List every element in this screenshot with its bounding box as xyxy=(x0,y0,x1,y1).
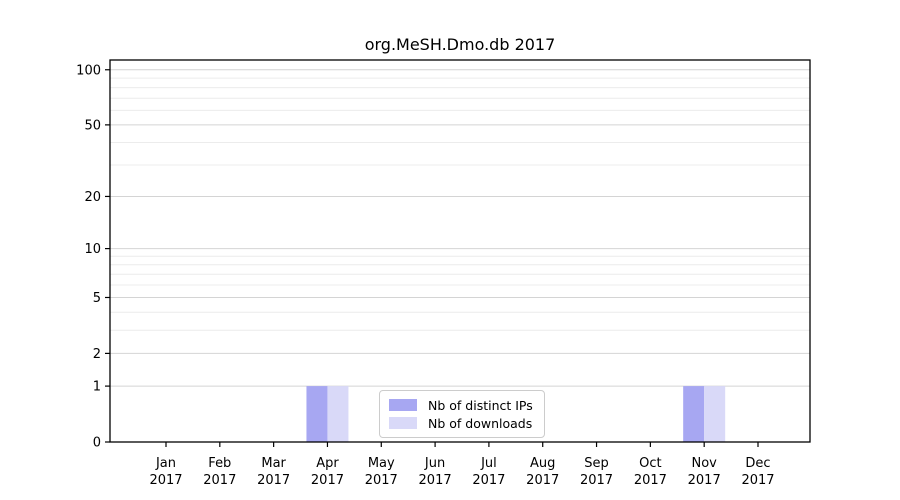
x-tick-label-year: 2017 xyxy=(634,473,667,488)
x-tick-label-year: 2017 xyxy=(688,473,721,488)
x-tick-label-year: 2017 xyxy=(365,473,398,488)
x-tick-label-year: 2017 xyxy=(257,473,290,488)
legend-label-downloads: Nb of downloads xyxy=(428,415,533,431)
legend-swatch-distinct-ips-icon xyxy=(389,399,417,411)
y-tick-label: 20 xyxy=(84,190,101,205)
legend-label-distinct-ips: Nb of distinct IPs xyxy=(428,397,533,413)
x-tick-label-year: 2017 xyxy=(741,473,774,488)
legend: Nb of distinct IPs Nb of downloads xyxy=(379,390,545,438)
x-tick-label-month: Dec xyxy=(745,456,770,471)
x-tick-label-month: May xyxy=(368,456,395,471)
bar-nov-distinct-ips xyxy=(683,386,705,442)
x-tick-label-year: 2017 xyxy=(580,473,613,488)
x-tick-label-month: Jan xyxy=(155,456,176,471)
bar-nov-downloads xyxy=(704,386,726,442)
x-tick-label-year: 2017 xyxy=(472,473,505,488)
x-tick-label-month: Feb xyxy=(208,456,231,471)
x-tick-label-year: 2017 xyxy=(203,473,236,488)
x-tick-label-year: 2017 xyxy=(311,473,344,488)
axes-frame xyxy=(109,59,811,443)
x-tick-label-month: Oct xyxy=(639,456,661,471)
bar-apr-distinct-ips xyxy=(306,386,328,442)
x-tick-label-month: Jun xyxy=(424,456,445,471)
bar-apr-downloads xyxy=(327,386,349,442)
legend-item-downloads: Nb of downloads xyxy=(389,414,535,432)
x-tick-label-month: Nov xyxy=(691,456,717,471)
x-tick-label-year: 2017 xyxy=(149,473,182,488)
y-tick-label: 0 xyxy=(93,436,101,451)
y-tick-label: 5 xyxy=(93,291,101,306)
legend-swatch-downloads-icon xyxy=(389,417,417,429)
x-tick-label-month: Jul xyxy=(480,456,497,471)
chart-title: org.MeSH.Dmo.db 2017 xyxy=(364,35,556,54)
y-tick-label: 100 xyxy=(76,63,101,78)
x-tick-label-month: Sep xyxy=(584,456,609,471)
y-tick-label: 2 xyxy=(93,347,101,362)
x-tick-label-month: Mar xyxy=(261,456,286,471)
legend-item-distinct-ips: Nb of distinct IPs xyxy=(389,396,535,414)
y-tick-label: 10 xyxy=(84,242,101,257)
y-tick-label: 1 xyxy=(93,380,101,395)
x-tick-label-year: 2017 xyxy=(526,473,559,488)
x-tick-label-month: Aug xyxy=(530,456,555,471)
x-tick-label-year: 2017 xyxy=(419,473,452,488)
x-tick-label-month: Apr xyxy=(316,456,339,471)
y-tick-label: 50 xyxy=(84,118,101,133)
